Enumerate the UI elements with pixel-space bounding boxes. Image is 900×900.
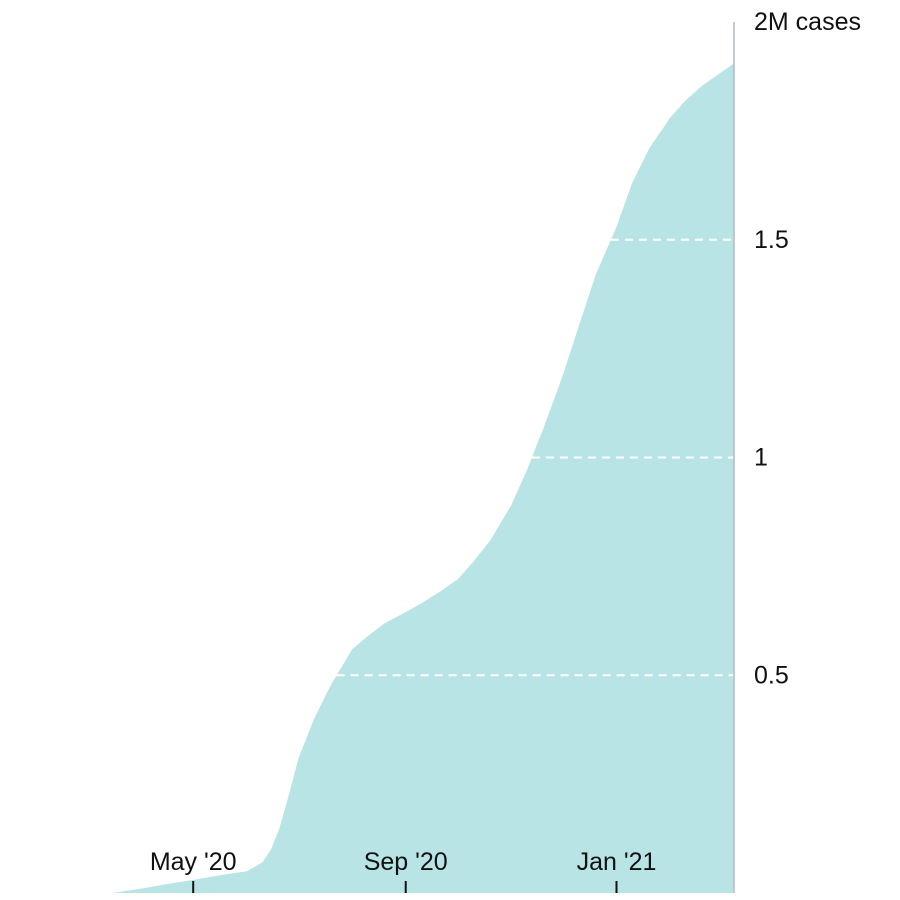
area-layer [112,63,734,893]
y-tick-label: 1.5 [754,226,789,254]
cumulative-cases-area [112,63,734,893]
axis-layer [192,22,735,893]
x-tick-label: Jan '21 [577,848,657,876]
y-tick-label: 1 [754,444,768,472]
y-tick-label: 0.5 [754,661,789,689]
x-tick-label: May '20 [150,848,237,876]
grid-layer [336,238,734,677]
y-tick-label: 2M cases [754,8,861,36]
x-tick-label: Sep '20 [364,848,448,876]
label-layer: 0.5 1 1.5 2M cases May '20 Sep '20 Jan '21 [150,8,861,876]
